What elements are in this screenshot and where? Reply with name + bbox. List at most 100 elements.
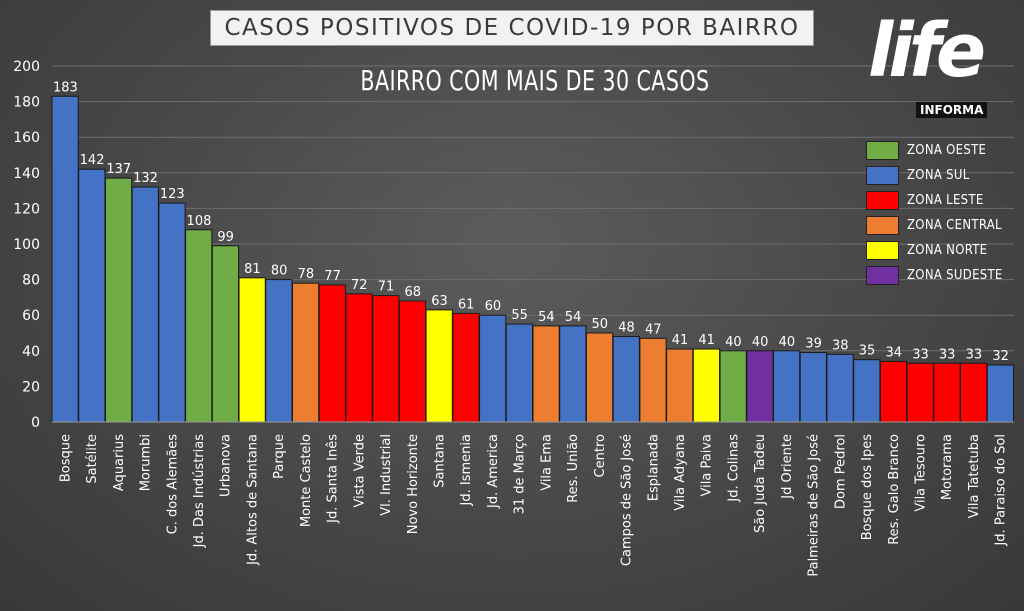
legend-swatch bbox=[866, 166, 899, 185]
x-tick-label: Centro bbox=[593, 434, 608, 477]
data-label: 33 bbox=[966, 347, 983, 362]
x-tick-label: Urbanova bbox=[219, 434, 234, 497]
bar bbox=[131, 186, 159, 423]
legend-swatch bbox=[866, 191, 899, 210]
x-tick-label: Res. União bbox=[566, 434, 581, 503]
bar bbox=[452, 312, 480, 423]
legend-swatch bbox=[866, 241, 899, 260]
bar bbox=[666, 348, 694, 423]
bar bbox=[265, 279, 293, 423]
bar bbox=[372, 295, 400, 423]
x-tick-label: Bosque bbox=[58, 434, 73, 482]
data-label: 183 bbox=[53, 80, 78, 95]
data-label: 123 bbox=[160, 187, 185, 202]
legend-item-oeste: ZONA OESTE bbox=[866, 138, 1003, 163]
bar bbox=[799, 352, 827, 423]
x-tick-label: Vila Tatetuba bbox=[967, 434, 982, 518]
data-label: 33 bbox=[939, 347, 956, 362]
bar bbox=[51, 95, 79, 423]
data-label: 81 bbox=[244, 262, 261, 277]
legend-label: ZONA LESTE bbox=[907, 193, 984, 208]
data-label: 72 bbox=[351, 278, 368, 293]
bar bbox=[104, 177, 133, 423]
data-label: 132 bbox=[133, 171, 158, 186]
x-tick-label: Vista Verde bbox=[352, 434, 367, 507]
x-tick-label: Jd. Ismenia bbox=[459, 434, 474, 506]
legend-item-sul: ZONA SUL bbox=[866, 163, 1003, 188]
bar bbox=[746, 350, 774, 423]
data-label: 48 bbox=[618, 321, 635, 336]
bar bbox=[585, 332, 614, 423]
bar bbox=[933, 362, 961, 423]
data-label: 60 bbox=[485, 299, 502, 314]
data-label: 41 bbox=[672, 333, 689, 348]
legend-label: ZONA NORTE bbox=[907, 243, 988, 258]
x-tick-label: Esplanada bbox=[646, 434, 661, 501]
legend-swatch bbox=[866, 266, 899, 285]
x-tick-label: 31 de Março bbox=[513, 434, 528, 514]
legend-item-norte: ZONA NORTE bbox=[866, 238, 1003, 263]
x-tick-label: Motorama bbox=[940, 434, 955, 500]
bar bbox=[425, 309, 453, 423]
x-tick-label: Palmeiras de São José bbox=[807, 434, 822, 577]
data-label: 47 bbox=[645, 322, 662, 337]
bar bbox=[158, 202, 186, 423]
x-tick-label: Jd. Santa Inês bbox=[326, 434, 341, 524]
data-label: 41 bbox=[698, 333, 715, 348]
x-tick-label: Dom Pedrol bbox=[833, 434, 848, 509]
bar bbox=[879, 360, 908, 423]
bar bbox=[692, 348, 721, 423]
bar bbox=[345, 293, 373, 423]
x-tick-label: Jd. America bbox=[486, 434, 501, 509]
data-label: 137 bbox=[106, 162, 131, 177]
legend-swatch bbox=[866, 216, 899, 235]
x-tick-label: Res. Galo Branco bbox=[887, 434, 902, 545]
x-tick-label: Parque bbox=[272, 434, 287, 479]
data-label: 77 bbox=[324, 269, 341, 284]
y-tick-label: 160 bbox=[13, 130, 40, 146]
legend-label: ZONA SUDESTE bbox=[907, 268, 1003, 283]
legend-swatch bbox=[866, 141, 899, 160]
x-tick-label: Vl. Industrial bbox=[379, 434, 394, 516]
data-label: 78 bbox=[298, 267, 315, 282]
x-tick-label: Jd. Paraiso do Sol bbox=[994, 434, 1009, 547]
data-label: 54 bbox=[538, 310, 555, 325]
data-label: 34 bbox=[885, 345, 902, 360]
bar bbox=[238, 277, 266, 423]
logo-subtext: INFORMA bbox=[916, 102, 988, 118]
legend: ZONA OESTE ZONA SUL ZONA LESTE ZONA CENT… bbox=[866, 138, 1003, 288]
data-label: 99 bbox=[217, 230, 234, 245]
y-tick-label: 100 bbox=[13, 237, 40, 253]
bar bbox=[211, 245, 240, 423]
data-label: 142 bbox=[80, 153, 105, 168]
legend-item-leste: ZONA LESTE bbox=[866, 188, 1003, 213]
y-tick-label: 20 bbox=[22, 379, 40, 395]
bar bbox=[559, 325, 587, 423]
bar bbox=[719, 350, 747, 423]
bar bbox=[292, 282, 320, 423]
legend-item-sudeste: ZONA SUDESTE bbox=[866, 263, 1003, 288]
x-tick-label: Vila Ema bbox=[539, 434, 554, 491]
data-label: 40 bbox=[725, 335, 742, 350]
x-tick-label: Novo Horizonte bbox=[406, 434, 421, 534]
x-tick-label: Morumbi bbox=[139, 434, 154, 491]
x-tick-label: Monte Castelo bbox=[299, 434, 314, 527]
x-tick-label: Jd Oriente bbox=[780, 434, 795, 500]
x-tick-label: C. dos Alemães bbox=[165, 434, 180, 535]
data-label: 50 bbox=[592, 317, 609, 332]
data-label: 54 bbox=[565, 310, 582, 325]
y-tick-label: 140 bbox=[13, 166, 40, 182]
x-tick-label: São Juda Tadeu bbox=[753, 434, 768, 533]
x-tick-label: Jd. Das Indústrias bbox=[192, 434, 207, 549]
data-label: 61 bbox=[458, 297, 475, 312]
bar bbox=[960, 362, 988, 423]
bar bbox=[906, 362, 934, 423]
bar bbox=[826, 353, 854, 423]
data-label: 71 bbox=[378, 280, 395, 295]
bar bbox=[398, 300, 427, 423]
y-tick-label: 40 bbox=[22, 344, 40, 360]
data-label: 39 bbox=[805, 337, 822, 352]
chart-title: CASOS POSITIVOS DE COVID-19 POR BAIRRO bbox=[210, 10, 814, 46]
x-tick-label: Bosque dos Ipes bbox=[860, 434, 875, 540]
bar bbox=[853, 359, 881, 423]
